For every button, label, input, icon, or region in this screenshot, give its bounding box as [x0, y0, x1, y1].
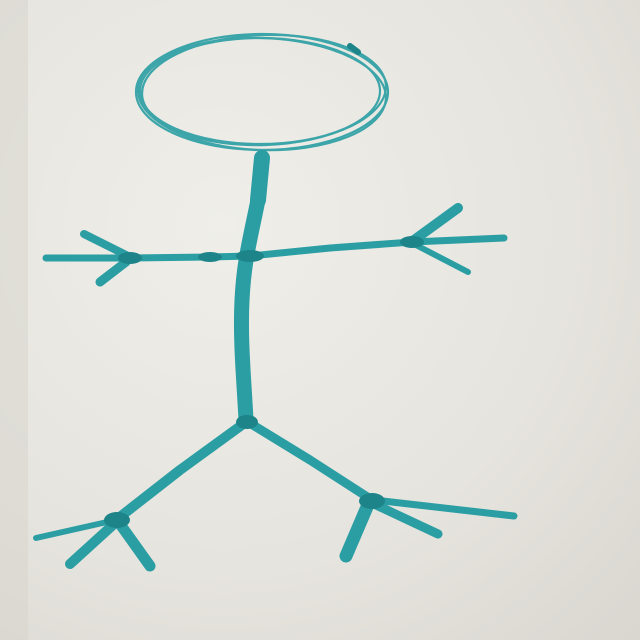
left-wrist-blot: [118, 252, 142, 264]
stick-figure: [33, 32, 518, 572]
figure-right-leg: [243, 417, 377, 505]
right-hand-lower-finger: [411, 241, 471, 275]
right-ankle-blot: [359, 493, 385, 509]
joint-blots: [104, 236, 424, 528]
whiteboard-left-shadow: [0, 0, 28, 640]
left-elbow-blot: [198, 252, 222, 262]
left-ankle-blot: [104, 512, 130, 528]
figure-left-leg: [111, 417, 251, 525]
right-foot-inner-toe: [339, 493, 377, 563]
figure-right-arm: [246, 234, 508, 260]
left-hand-upper-finger: [80, 230, 132, 260]
head-ink-blot: [347, 43, 361, 55]
right-hand-upper-finger: [409, 203, 463, 245]
figure-torso: [233, 192, 266, 428]
figure-left-arm: [42, 252, 254, 262]
left-hand-lower-finger: [95, 257, 131, 287]
shoulder-blot: [236, 250, 264, 262]
right-foot-middle-toe: [369, 499, 443, 539]
left-foot-inner-toe: [114, 518, 156, 572]
left-foot-middle-toe: [65, 519, 119, 569]
right-wrist-blot: [400, 236, 424, 248]
right-foot-outer-toe: [370, 496, 518, 520]
hip-blot: [236, 415, 258, 429]
left-foot-outer-toe: [33, 517, 119, 541]
